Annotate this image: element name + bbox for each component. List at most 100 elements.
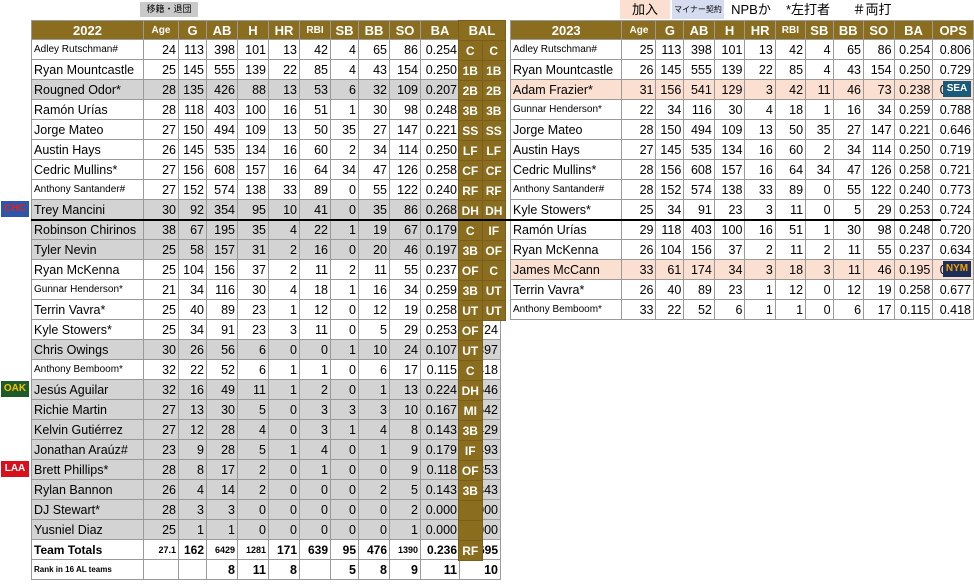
position-2023: 2B	[481, 80, 506, 101]
stat-cell: 139	[237, 59, 269, 80]
position-2022: UT	[458, 340, 483, 361]
stat-cell: 0.259	[420, 279, 460, 300]
stat-cell: 50	[299, 119, 331, 140]
player-name: Anthony Bemboom*	[31, 359, 144, 380]
stat-cell: 6	[832, 299, 865, 320]
position-row: LF LF	[458, 140, 506, 161]
stat-cell: 0.773	[932, 179, 974, 200]
stat-cell: 608	[683, 159, 715, 180]
stat-cell: 0.253	[893, 199, 934, 220]
stat-cell: 16	[268, 159, 300, 180]
stat-cell: 555	[206, 59, 238, 80]
stat-cell: 16	[299, 239, 331, 260]
position-2023: IF	[481, 220, 506, 241]
position-spacer	[482, 481, 506, 501]
stat-cell: 11	[774, 239, 807, 260]
position-spacer	[482, 341, 506, 361]
stat-cell: 13	[744, 39, 776, 60]
player-name: Anthony Santander#	[31, 179, 144, 200]
laa-team-tag: LAA	[1, 461, 29, 477]
position-2023: 1B	[481, 60, 506, 81]
stat-cell: 4	[330, 59, 359, 80]
stat-cell: 11	[805, 79, 834, 100]
stat-cell: 4	[268, 279, 300, 300]
stat-cell: 3	[178, 499, 207, 520]
stat-cell: 33	[268, 179, 300, 200]
stat-cell: 2	[268, 239, 300, 260]
stat-cell: 21	[143, 279, 179, 300]
stat-cell: 89	[683, 279, 715, 300]
player-row: DJ Stewart* 28 3 3 0 0 0 0 0 2 0.000 0.000	[31, 499, 501, 520]
column-header: SB	[330, 20, 359, 40]
stat-cell: 109	[713, 119, 746, 140]
stat-cell: 33	[621, 299, 657, 320]
player-row: Ryan Mountcastle 25 145 555 139 22 85 4 43 154 0.2…	[31, 59, 501, 80]
stat-cell: 26	[621, 239, 657, 260]
stat-cell: 1	[299, 359, 331, 380]
stat-cell: 1	[805, 99, 834, 120]
position-spacer	[482, 381, 506, 401]
player-row: Rylan Bannon 26 4 14 2 0 0 0 2 5 0.143 0.343	[31, 479, 501, 500]
stat-cell: 32	[143, 359, 179, 380]
position-spacer	[482, 521, 506, 541]
stat-cell: 0	[330, 319, 359, 340]
stat-cell: 22	[299, 219, 331, 240]
section-divider	[31, 219, 941, 221]
player-row: Jorge Mateo 28 150 494 109 13 50 35 27 147 0.221 0.…	[509, 119, 974, 140]
stat-cell: 0	[268, 499, 300, 520]
stat-cell: 104	[655, 239, 685, 260]
stat-cell: 22	[655, 299, 685, 320]
player-row: Chris Owings 30 26 56 6 0 0 1 10 24 0.107 0.397	[31, 339, 501, 360]
stat-cell: 126	[863, 159, 895, 180]
player-row: Ryan McKenna 26 104 156 37 2 11 2 11 55 0.237 0.634	[509, 239, 974, 260]
stat-cell: 89	[206, 299, 238, 320]
position-row: IF	[458, 440, 506, 461]
stat-cell: 157	[206, 239, 238, 260]
stat-cell: 145	[655, 59, 685, 80]
stat-cell: 32	[358, 79, 390, 100]
player-row: Adley Rutschman# 24 113 398 101 13 42 4 65 86 0.25…	[31, 39, 501, 60]
position-2023: OF	[481, 240, 506, 261]
position-2022: IF	[458, 440, 483, 461]
stat-cell: 157	[237, 159, 269, 180]
stat-cell: 55	[389, 259, 421, 280]
stat-cell: 1	[330, 219, 359, 240]
stat-cell: 2	[268, 259, 300, 280]
stat-cell: 608	[206, 159, 238, 180]
stat-cell: 85	[299, 59, 331, 80]
stat-cell: 25	[621, 199, 657, 220]
player-name: Ryan McKenna	[509, 239, 623, 260]
stat-cell: 0.179	[420, 219, 460, 240]
stat-cell: 16	[744, 139, 776, 160]
position-row: OF	[458, 320, 506, 341]
stat-cell: 11	[358, 259, 390, 280]
stat-cell: 0.646	[932, 119, 974, 140]
stat-cell: 60	[774, 139, 807, 160]
stat-cell: 34	[358, 139, 390, 160]
position-row: 1B 1B	[458, 60, 506, 81]
stat-cell: 23	[713, 279, 746, 300]
stat-cell: 98	[389, 99, 421, 120]
team-totals-label: Team Totals	[31, 539, 144, 560]
rank-cell: 8	[206, 559, 238, 580]
player-row: Adley Rutschman# 25 113 398 101 13 42 4 65 86 0.25…	[509, 39, 974, 60]
stat-cell: 1	[744, 299, 776, 320]
stat-cell: 33	[744, 179, 776, 200]
stat-cell: 23	[237, 319, 269, 340]
stat-cell: 100	[237, 99, 269, 120]
stat-cell: 12	[358, 299, 390, 320]
position-2022: 1B	[458, 60, 483, 81]
stat-cell: 34	[389, 279, 421, 300]
stat-cell: 109	[389, 79, 421, 100]
stat-cell: 0	[330, 479, 359, 500]
stat-cell: 1	[330, 99, 359, 120]
column-header: HR	[268, 20, 300, 40]
stat-cell: 18	[774, 99, 807, 120]
stat-cell: 27	[143, 419, 179, 440]
stat-cell: 25	[143, 519, 179, 540]
stat-cell: 0.721	[932, 159, 974, 180]
stat-cell: 0.224	[420, 379, 460, 400]
stat-cell: 60	[299, 139, 331, 160]
